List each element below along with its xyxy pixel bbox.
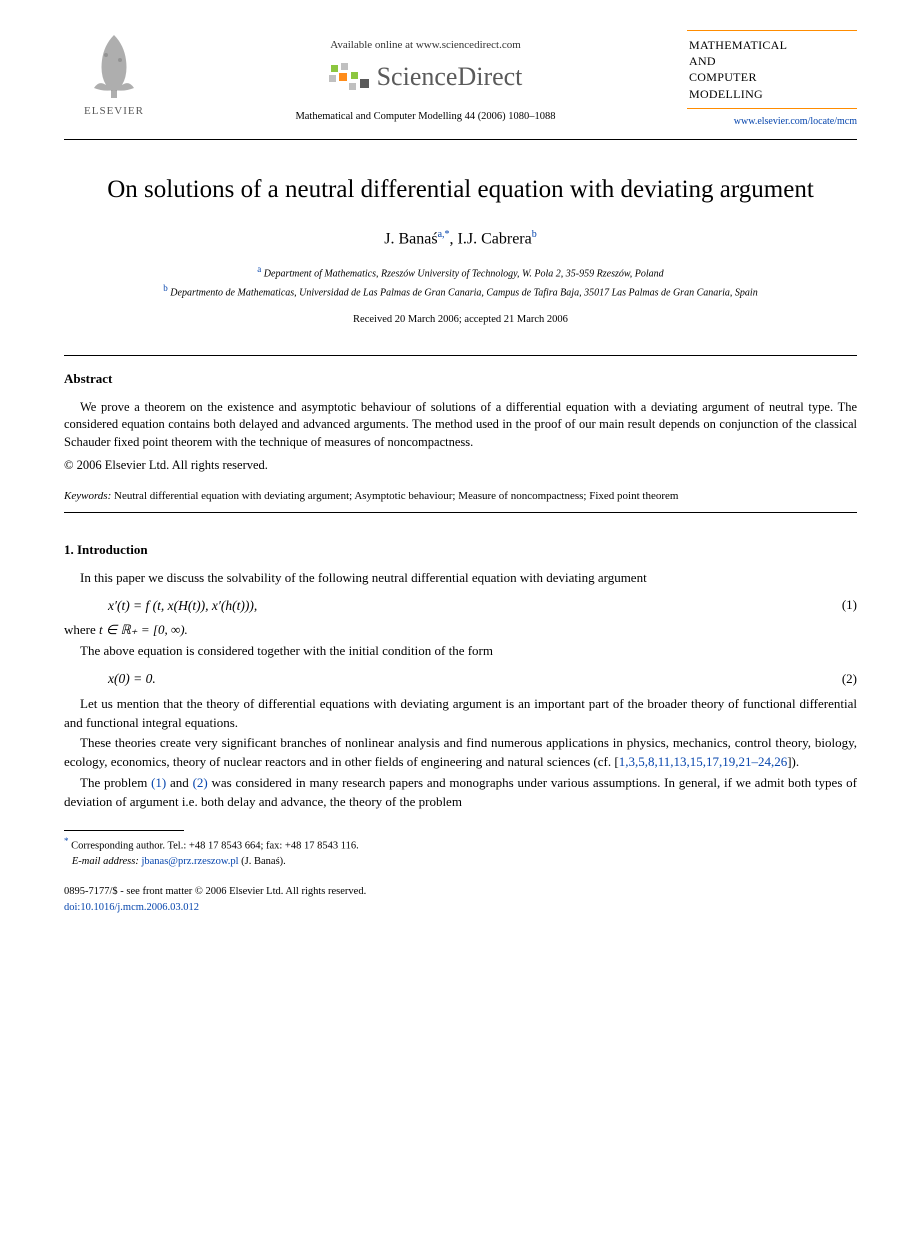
paragraph: Let us mention that the theory of differ… [64, 695, 857, 733]
copyright-text: © 2006 Elsevier Ltd. All rights reserved… [64, 457, 857, 475]
equation: x(0) = 0. [108, 669, 156, 689]
text: ]). [787, 754, 799, 769]
corresponding-author-text: Corresponding author. Tel.: +48 17 8543 … [69, 840, 359, 851]
doi-label: doi: [64, 902, 80, 913]
journal-url: www.elsevier.com/locate/mcm [687, 115, 857, 129]
sciencedirect-text: ScienceDirect [377, 59, 523, 95]
footnote-divider [64, 830, 184, 831]
equation-number: (1) [842, 596, 857, 615]
email-attribution: (J. Banaś). [239, 856, 286, 867]
math-inline: t ∈ ℝ₊ = [0, ∞). [99, 622, 188, 637]
paragraph: The problem (1) and (2) was considered i… [64, 774, 857, 812]
affiliations: a Department of Mathematics, Rzeszów Uni… [64, 263, 857, 301]
affiliation-text: Department of Mathematics, Rzeszów Unive… [261, 268, 663, 279]
footnote-block: * Corresponding author. Tel.: +48 17 854… [64, 835, 857, 870]
journal-citation: Mathematical and Computer Modelling 44 (… [164, 110, 687, 125]
header-right: MATHEMATICAL AND COMPUTER MODELLING www.… [687, 30, 857, 129]
paragraph: In this paper we discuss the solvability… [64, 569, 857, 588]
doi-link[interactable]: doi:10.1016/j.mcm.2006.03.012 [64, 902, 199, 913]
text: where [64, 622, 99, 637]
affiliation-text: Departmento de Mathematicas, Universidad… [168, 287, 758, 298]
sciencedirect-icon [329, 63, 369, 93]
text: The problem [80, 775, 151, 790]
journal-name-line: AND [689, 53, 855, 69]
keywords: Keywords: Neutral differential equation … [64, 489, 857, 504]
doi-line: doi:10.1016/j.mcm.2006.03.012 [64, 900, 857, 916]
article-title: On solutions of a neutral differential e… [64, 174, 857, 207]
article-dates: Received 20 March 2006; accepted 21 Marc… [64, 313, 857, 328]
abstract-text: We prove a theorem on the existence and … [64, 399, 857, 452]
journal-name-box: MATHEMATICAL AND COMPUTER MODELLING [687, 30, 857, 109]
authors: J. Banaśa,*, I.J. Cabrerab [64, 228, 857, 251]
elsevier-label: ELSEVIER [64, 104, 164, 119]
front-matter-text: 0895-7177/$ - see front matter © 2006 El… [64, 884, 857, 900]
section-body: In this paper we discuss the solvability… [64, 569, 857, 812]
doi-value: 10.1016/j.mcm.2006.03.012 [80, 902, 199, 913]
header: ELSEVIER Available online at www.science… [64, 30, 857, 129]
footer-block: 0895-7177/$ - see front matter © 2006 El… [64, 884, 857, 916]
paragraph: The above equation is considered togethe… [64, 642, 857, 661]
journal-url-link[interactable]: www.elsevier.com/locate/mcm [734, 116, 857, 127]
journal-name-line: MATHEMATICAL [689, 37, 855, 53]
divider [64, 512, 857, 513]
affiliation-link[interactable]: a, [438, 229, 445, 240]
author-separator: , [450, 231, 458, 248]
text: and [166, 775, 192, 790]
email-label: E-mail address: [72, 856, 139, 867]
elsevier-tree-icon [84, 30, 144, 100]
equation-row: x(0) = 0. (2) [64, 663, 857, 695]
header-center: Available online at www.sciencedirect.co… [164, 30, 687, 124]
author-name: I.J. Cabrera [458, 231, 532, 248]
sciencedirect-logo: ScienceDirect [329, 59, 523, 95]
page: ELSEVIER Available online at www.science… [0, 0, 907, 955]
abstract-heading: Abstract [64, 370, 857, 388]
paragraph: where t ∈ ℝ₊ = [0, ∞). [64, 621, 857, 640]
reference-link[interactable]: 1,3,5,8,11,13,15,17,19,21–24,26 [619, 754, 788, 769]
author-name: J. Banaś [384, 231, 437, 248]
paragraph: These theories create very significant b… [64, 734, 857, 772]
equation-ref-link[interactable]: (2) [193, 775, 208, 790]
publisher-logo-block: ELSEVIER [64, 30, 164, 119]
email-link[interactable]: jbanas@prz.rzeszow.pl [139, 856, 239, 867]
available-online-text: Available online at www.sciencedirect.co… [164, 38, 687, 53]
divider [64, 139, 857, 140]
equation-ref-link[interactable]: (1) [151, 775, 166, 790]
equation-row: x′(t) = f (t, x(H(t)), x′(h(t))), (1) [64, 590, 857, 622]
keywords-label: Keywords: [64, 490, 111, 502]
section-heading: 1. Introduction [64, 541, 857, 559]
keywords-text: Neutral differential equation with devia… [111, 490, 678, 502]
affiliation-link[interactable]: b [532, 229, 537, 240]
equation-number: (2) [842, 670, 857, 689]
equation: x′(t) = f (t, x(H(t)), x′(h(t))), [108, 596, 257, 616]
journal-name-line: COMPUTER [689, 69, 855, 85]
divider [64, 355, 857, 356]
journal-name-line: MODELLING [689, 86, 855, 102]
